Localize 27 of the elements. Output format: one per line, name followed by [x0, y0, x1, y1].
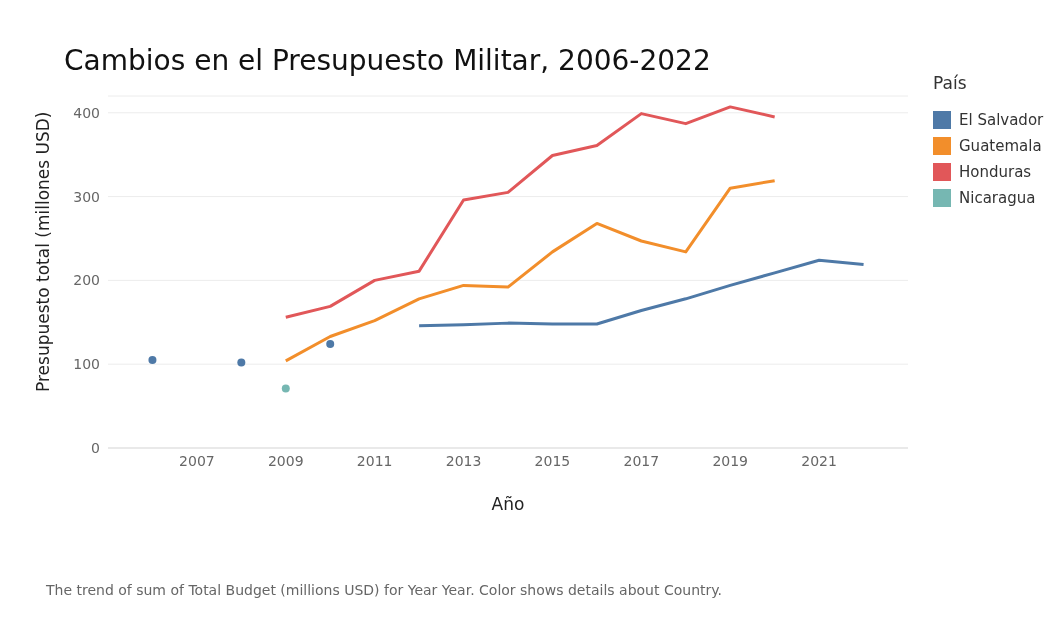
text: The trend of sum of Total Budget (millions USD) for Year Year. Color shows details about Country.: [46, 582, 722, 598]
legend-label: Guatemala: [959, 137, 1042, 155]
legend-label: Honduras: [959, 163, 1032, 181]
y-tick-label: 200: [73, 272, 100, 289]
line-series: [284, 105, 777, 319]
x-tick-label: 2009: [267, 452, 304, 469]
y-tick-label: 400: [73, 104, 100, 121]
x-axis-title: Año: [491, 494, 525, 514]
point: [148, 356, 157, 364]
y-axis-title: Presupuesto total (millones USD): [33, 111, 54, 392]
legend-label: Nicaragua: [959, 189, 1036, 207]
point: [237, 358, 246, 367]
y-tick-label: 0: [91, 439, 100, 456]
x-tick-label: 2017: [623, 452, 660, 469]
x-tick-label: 2019: [712, 452, 749, 469]
legend-label: El Salvador: [959, 111, 1044, 129]
x-tick-label: 2007: [179, 452, 215, 469]
y-tick-label: 100: [73, 356, 100, 373]
point: [326, 340, 335, 349]
legend-title: País: [933, 73, 968, 93]
y-tick-label: 300: [73, 188, 100, 205]
x-tick-label: 2021: [801, 452, 837, 469]
chart-title: Cambios en el Presupuesto Militar, 2006-2022: [64, 44, 711, 77]
x-tick-label: 2015: [534, 452, 571, 469]
x-tick-label: 2013: [445, 452, 482, 469]
line-series: [284, 179, 777, 363]
x-tick-label: 2011: [356, 452, 393, 469]
